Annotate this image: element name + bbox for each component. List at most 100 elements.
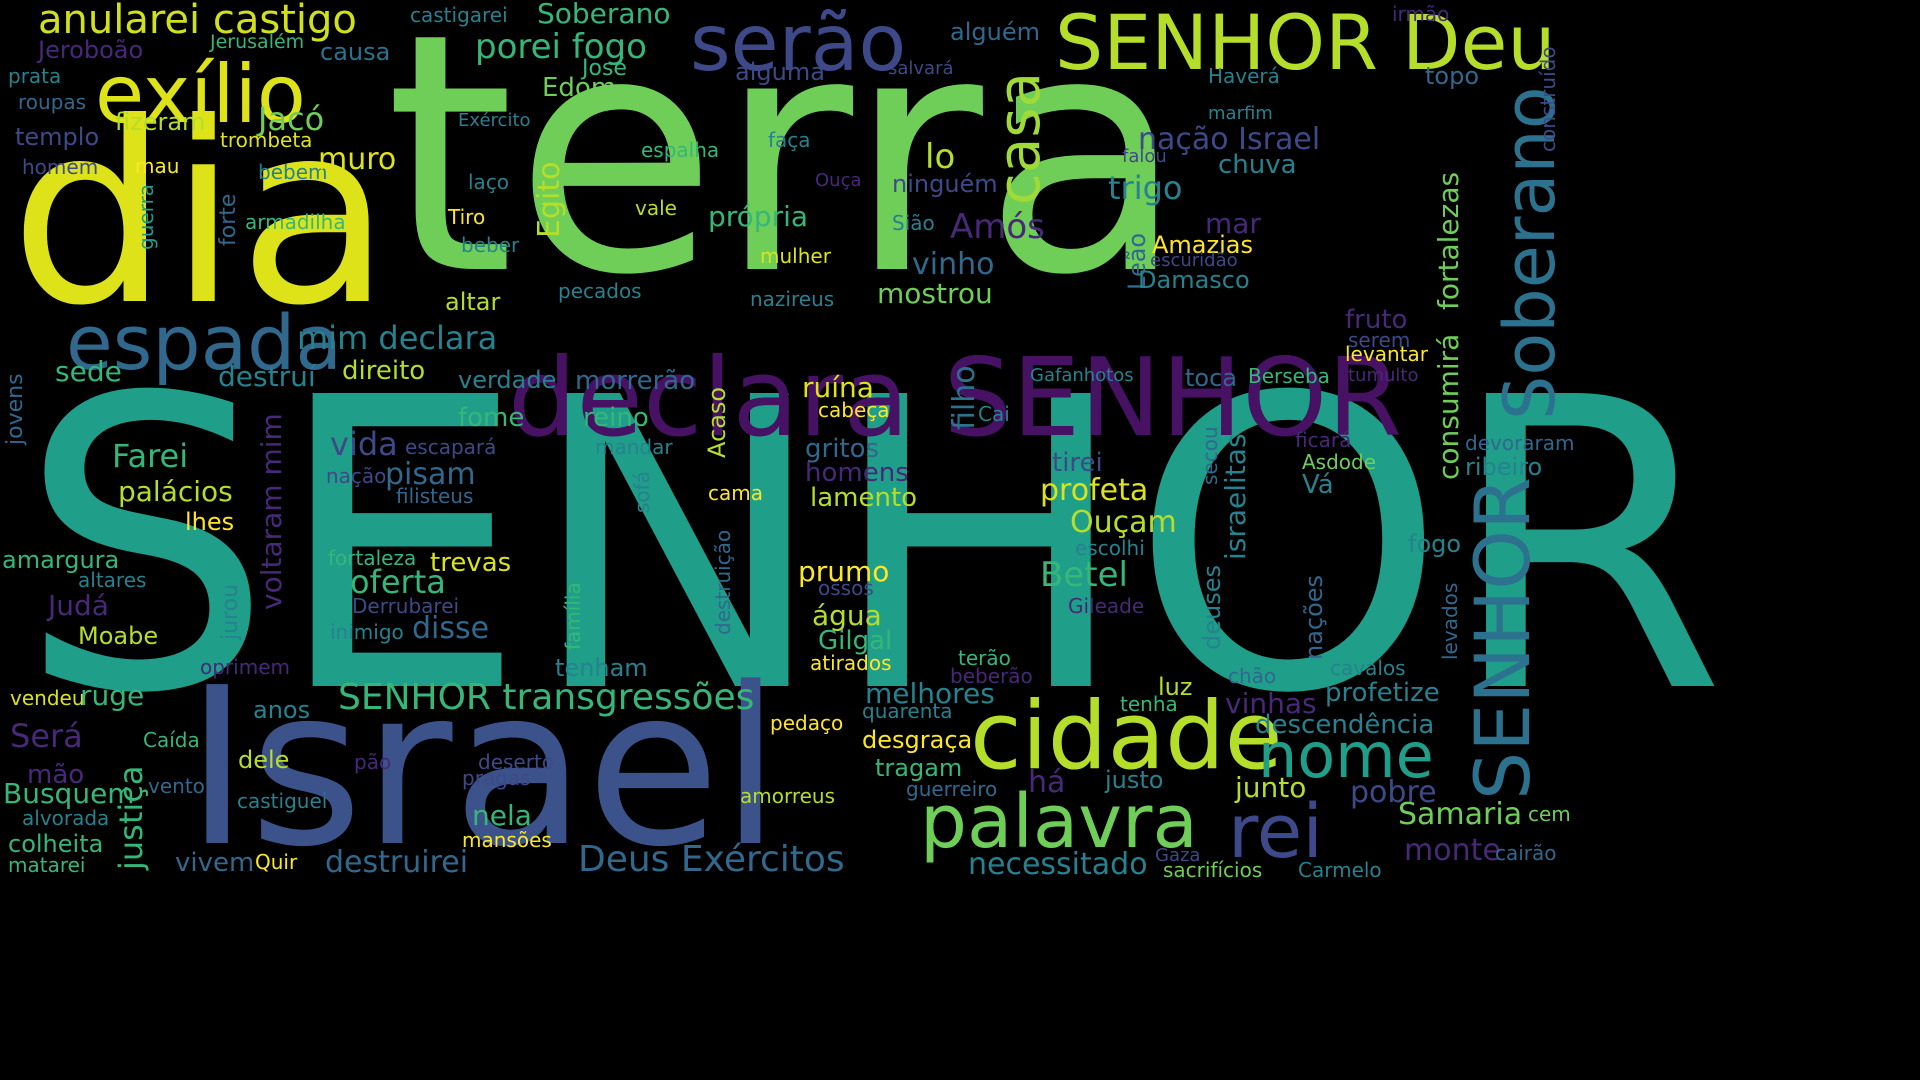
word-nacoes: nações bbox=[1300, 574, 1328, 660]
word-faca: faça bbox=[768, 128, 811, 152]
word-ninguem: ninguém bbox=[892, 170, 998, 198]
word-mandar: mandar bbox=[595, 435, 673, 459]
word-forte: forte bbox=[216, 193, 241, 246]
word-inimigo: inimigo bbox=[330, 620, 404, 644]
word-ha: há bbox=[1028, 765, 1066, 800]
word-falou: falou bbox=[1122, 146, 1167, 167]
word-samaria: Samaria bbox=[1398, 797, 1523, 832]
word-gaza: Gaza bbox=[1155, 845, 1201, 866]
word-senhor-deu: SENHOR Deu bbox=[1055, 0, 1556, 87]
word-voltaram-mim: voltaram mim bbox=[255, 413, 288, 610]
word-soberano-small: Soberano bbox=[537, 0, 671, 30]
word-mao: mão bbox=[27, 760, 85, 790]
word-mau: mau bbox=[135, 154, 180, 178]
word-homem: homem bbox=[22, 155, 99, 179]
word-havera: Haverá bbox=[1208, 64, 1280, 88]
word-laco: laço bbox=[468, 170, 510, 194]
word-cem: cem bbox=[1528, 802, 1571, 826]
word-fogo: fogo bbox=[1408, 530, 1462, 558]
word-altar: altar bbox=[445, 288, 501, 316]
word-mostrou: mostrou bbox=[877, 277, 993, 310]
word-tragam: tragam bbox=[875, 754, 963, 782]
word-terra: terra bbox=[385, 0, 1186, 347]
word-propria: própria bbox=[708, 200, 809, 233]
word-farei: Farei bbox=[112, 437, 189, 475]
word-toca: toca bbox=[1185, 364, 1237, 392]
word-topo: topo bbox=[1425, 62, 1480, 90]
word-gileade: Gileade bbox=[1068, 594, 1145, 618]
word-busquem: Busquem bbox=[3, 777, 135, 810]
word-trombeta: trombeta bbox=[220, 128, 313, 152]
word-escolhi: escolhi bbox=[1075, 536, 1145, 560]
word-tenha: tenha bbox=[1120, 692, 1178, 716]
word-chuva: chuva bbox=[1218, 150, 1297, 180]
word-vivem: vivem bbox=[175, 848, 255, 878]
word-quarenta: quarenta bbox=[862, 699, 953, 723]
word-beber: beber bbox=[461, 233, 520, 257]
word-ossos: ossos bbox=[818, 576, 874, 600]
word-devoraram: devoraram bbox=[1465, 431, 1575, 455]
word-mansoes: mansões bbox=[462, 828, 552, 852]
word-pragas: pragas bbox=[462, 766, 531, 790]
word-serao: serão bbox=[690, 0, 907, 89]
word-jerusalem: Jerusalém bbox=[210, 31, 305, 53]
word-sofa: sofá bbox=[630, 471, 654, 513]
word-filisteus: filisteus bbox=[396, 484, 474, 508]
word-nazireus: nazireus bbox=[750, 287, 835, 311]
word-pobre: pobre bbox=[1350, 775, 1437, 810]
word-derrubarei: Derrubarei bbox=[352, 594, 460, 618]
word-quir: Quir bbox=[255, 850, 298, 874]
word-templo: templo bbox=[15, 123, 100, 151]
word-familia: família bbox=[561, 582, 585, 650]
word-deuses: deuses bbox=[1198, 565, 1226, 650]
word-jaco: Jacó bbox=[258, 100, 325, 138]
word-ruina: ruína bbox=[802, 371, 874, 404]
word-mim-declara: mim declara bbox=[297, 319, 498, 357]
word-senhor-large: SENHOR bbox=[18, 313, 1726, 781]
word-guerra: guerra bbox=[134, 183, 158, 250]
word-amazias: Amazias bbox=[1152, 231, 1253, 259]
word-lamento: lamento bbox=[810, 483, 918, 513]
word-va: Vá bbox=[1302, 470, 1334, 500]
word-jovens: jovens bbox=[3, 373, 28, 445]
word-lhes: lhes bbox=[185, 508, 235, 536]
word-jose: José bbox=[582, 56, 627, 81]
word-altares: altares bbox=[78, 568, 147, 592]
word-espada: espada bbox=[66, 298, 342, 387]
word-descendencia: descendência bbox=[1255, 710, 1435, 740]
word-tenham: tenham bbox=[555, 654, 648, 682]
word-destrui: destruí bbox=[218, 360, 316, 393]
word-sacrificios: sacrifícios bbox=[1163, 858, 1263, 882]
word-alguem: alguém bbox=[950, 18, 1040, 46]
word-fruto: fruto bbox=[1345, 305, 1408, 335]
word-cairao: cairão bbox=[1495, 841, 1557, 865]
word-salvara: salvará bbox=[888, 58, 954, 79]
word-cavalos: cavalos bbox=[1330, 656, 1406, 680]
word-amargura: amargura bbox=[2, 546, 120, 574]
word-ribeiro: ribeiro bbox=[1465, 453, 1543, 481]
word-nacao-israel: nação Israel bbox=[1138, 122, 1321, 157]
word-israelitas: israelitas bbox=[1219, 433, 1252, 560]
word-vida: vida bbox=[330, 425, 398, 463]
word-profeta: profeta bbox=[1040, 473, 1149, 508]
word-justo: justo bbox=[1105, 766, 1164, 794]
word-tirei: tirei bbox=[1052, 448, 1103, 478]
word-asdode: Asdode bbox=[1302, 450, 1377, 474]
word-siao: Sião bbox=[892, 211, 935, 235]
word-jeroboao: Jeroboão bbox=[38, 36, 144, 64]
word-junto: junto bbox=[1235, 771, 1307, 804]
word-castigarei: castigarei bbox=[410, 3, 508, 27]
word-vento: vento bbox=[148, 774, 205, 798]
word-acaso: Acaso bbox=[703, 386, 731, 458]
word-disse: disse bbox=[412, 611, 490, 646]
word-alguma: alguma bbox=[735, 58, 825, 86]
word-moabe: Moabe bbox=[78, 622, 159, 650]
word-terao: terão bbox=[958, 646, 1011, 670]
word-rei: rei bbox=[1228, 789, 1323, 875]
word-exilio: exílio bbox=[95, 48, 306, 141]
word-matarei: matarei bbox=[8, 853, 86, 877]
word-homens: homens bbox=[805, 458, 909, 488]
word-mulher: mulher bbox=[760, 244, 831, 268]
word-secou: secou bbox=[1198, 426, 1222, 485]
word-alvorada: alvorada bbox=[22, 806, 110, 830]
